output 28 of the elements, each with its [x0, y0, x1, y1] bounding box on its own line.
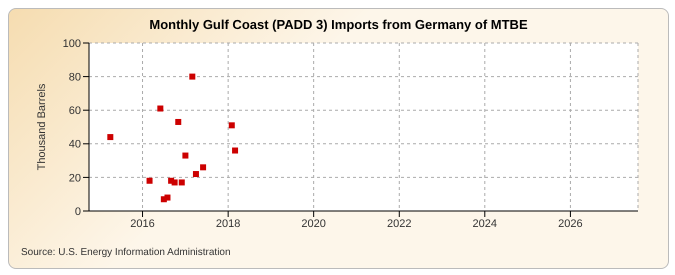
- point: [192, 171, 199, 178]
- y-tick-label: 0: [74, 206, 81, 218]
- x-tick-label: 2020: [301, 218, 326, 230]
- point: [172, 179, 178, 186]
- y-tick-label: 60: [68, 105, 81, 118]
- x-tick-label: 2022: [387, 218, 412, 230]
- source-note: Source: U.S. Energy Information Administration: [21, 247, 231, 258]
- point: [182, 152, 188, 159]
- point: [157, 106, 164, 112]
- point: [232, 148, 238, 154]
- chart-title: Monthly Gulf Coast (PADD 3) Imports from Germany of MTBE: [148, 17, 529, 32]
- point: [228, 122, 235, 128]
- y-tick-label: 40: [68, 138, 81, 151]
- point: [175, 118, 182, 125]
- x-tick-label: 2024: [472, 218, 498, 230]
- point: [164, 194, 170, 201]
- point: [178, 179, 185, 186]
- point: [189, 74, 196, 80]
- y-tick-label: 20: [68, 172, 81, 184]
- point: [107, 134, 114, 140]
- x-tick-label: 2018: [216, 218, 240, 230]
- point: [146, 178, 153, 184]
- y-axis-title: Thousand Barrels: [36, 83, 48, 170]
- x-tick-label: 2016: [130, 218, 155, 230]
- y-tick-label: 80: [68, 72, 81, 84]
- y-tick-label: 100: [62, 38, 81, 50]
- x-tick-label: 2026: [558, 218, 583, 230]
- point: [200, 164, 206, 170]
